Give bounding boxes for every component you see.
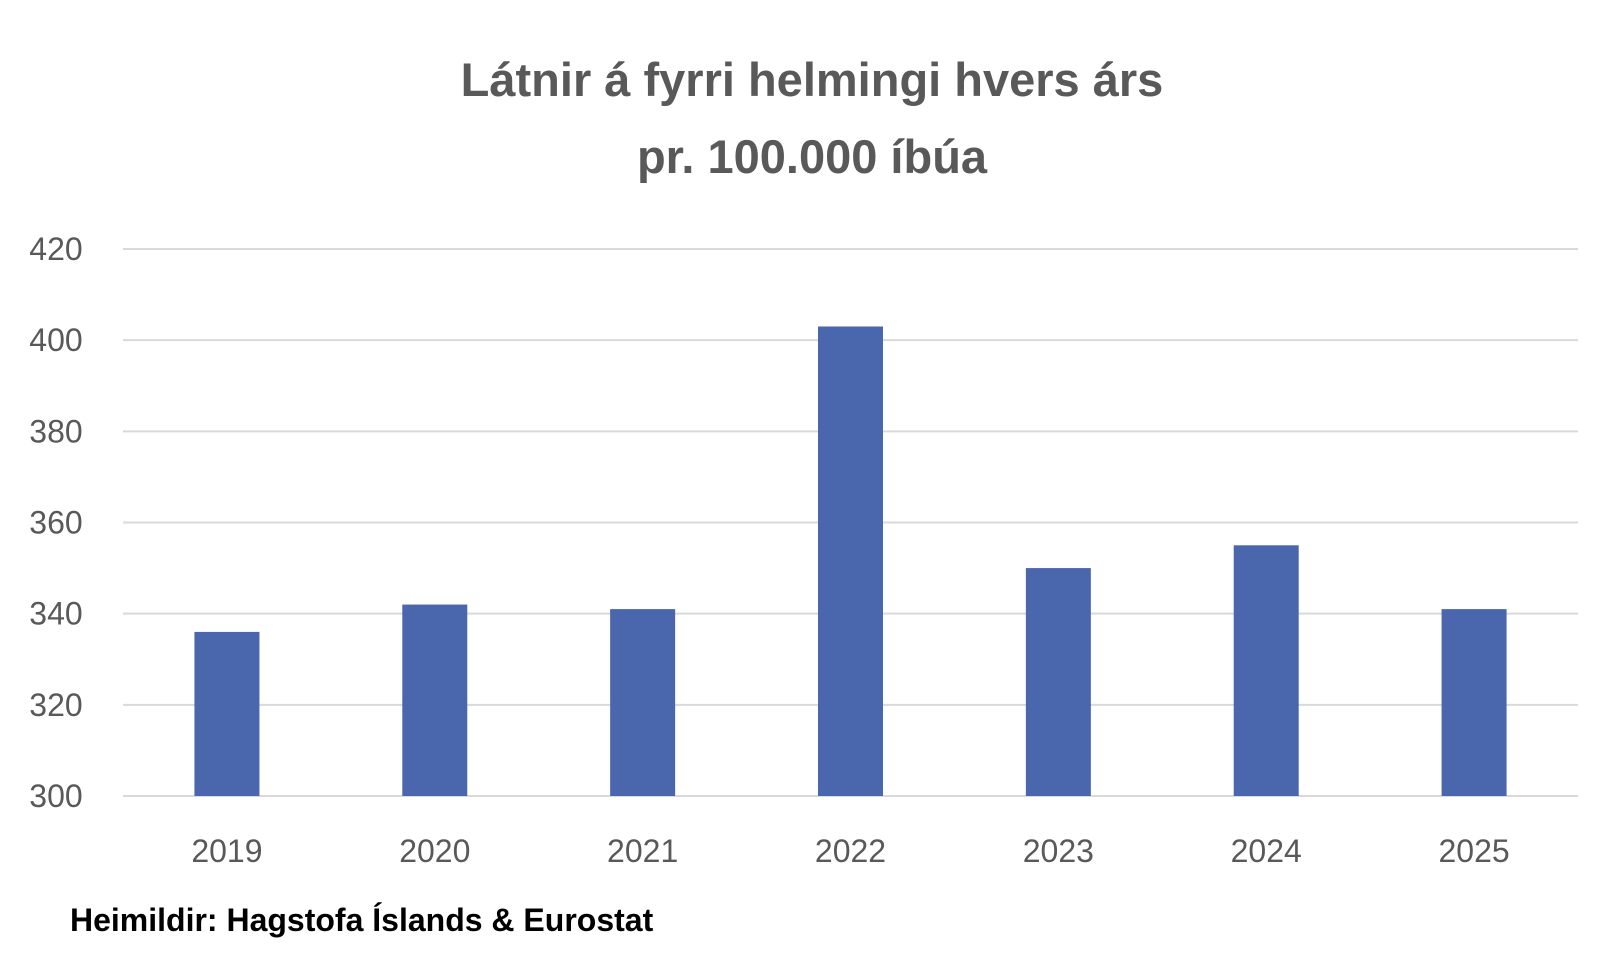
gridlines [123,248,1578,797]
chart-title-line-2: pr. 100.000 íbúa [637,130,988,183]
bar-2025 [1441,609,1507,796]
x-axis-tick-labels: 2019 2020 2021 2022 2023 2024 2025 [191,833,1509,869]
x-tick-label: 2025 [1438,833,1509,869]
bar-2022 [818,326,883,796]
x-tick-label: 2024 [1231,833,1302,869]
y-tick-label: 360 [29,505,82,541]
y-tick-label: 420 [29,231,82,267]
bar-2020 [402,604,468,796]
y-axis-tick-labels: 300 320 340 360 380 400 420 [29,231,82,814]
y-tick-label: 320 [29,687,82,723]
x-tick-label: 2022 [815,833,886,869]
y-tick-label: 380 [29,413,82,449]
x-tick-label: 2019 [191,833,262,869]
bar-2024 [1233,545,1299,796]
x-tick-label: 2021 [607,833,678,869]
bar-2019 [194,631,260,796]
bar-2023 [1025,568,1091,796]
source-note: Heimildir: Hagstofa Íslands & Eurostat [70,902,654,938]
x-tick-label: 2020 [399,833,470,869]
x-tick-label: 2023 [1023,833,1094,869]
y-tick-label: 300 [29,778,82,814]
chart-title: Látnir á fyrri helmingi hvers árs pr. 10… [461,53,1164,183]
bar-2021 [610,609,676,796]
top-border-strip [0,0,1600,5]
y-tick-label: 400 [29,322,82,358]
y-tick-label: 340 [29,596,82,632]
bars [194,326,1507,796]
chart-title-line-1: Látnir á fyrri helmingi hvers árs [461,53,1164,106]
